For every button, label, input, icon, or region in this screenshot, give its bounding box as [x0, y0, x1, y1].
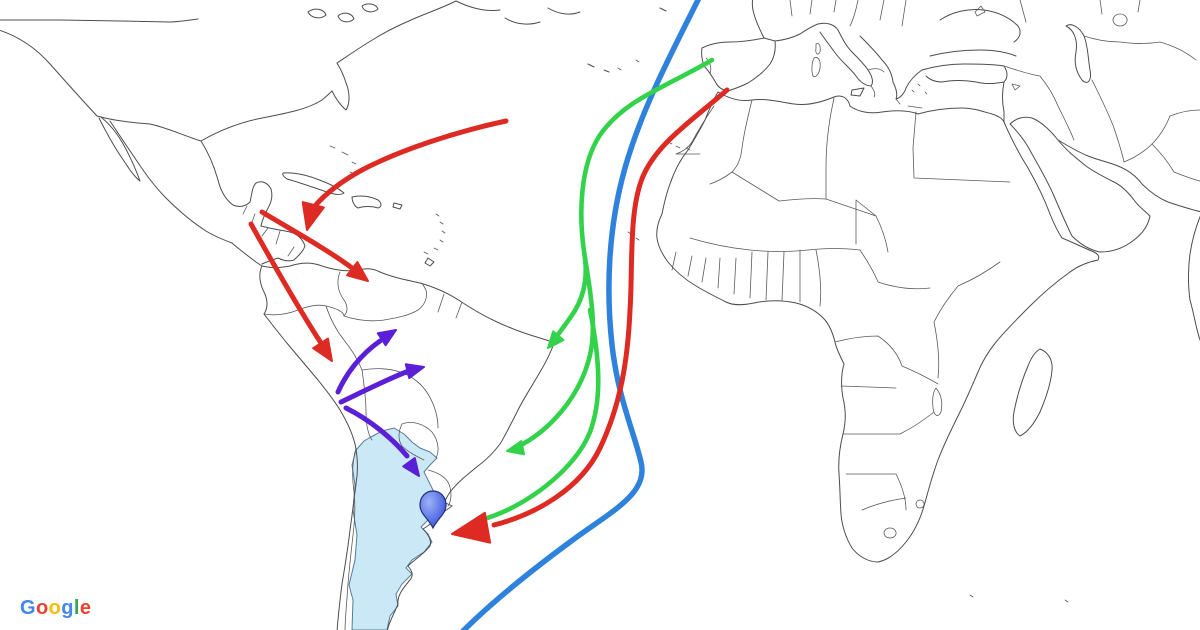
route-red-atlantic-to-caribbean-arrowhead — [301, 201, 325, 231]
route-green-to-southeast-brazil[interactable] — [514, 255, 596, 450]
route-purple-andes-to-north-amazon[interactable] — [335, 338, 383, 395]
route-green-to-southeast-brazil-arrowhead — [506, 440, 526, 456]
google-letter: G — [20, 597, 36, 619]
route-purple-andes-to-east-amazon-arrowhead — [404, 363, 425, 380]
route-red-caribbean-to-venezuela-arrowhead — [346, 261, 369, 282]
route-green-portugal-trunk[interactable] — [579, 57, 715, 261]
route-purple-andes-to-northern-argentina[interactable] — [343, 405, 410, 459]
route-purple-andes-to-east-amazon[interactable] — [338, 369, 409, 405]
google-letter: l — [73, 597, 80, 619]
route-green-to-northeast-brazil[interactable] — [549, 255, 588, 345]
argentina-highlight[interactable] — [348, 427, 438, 630]
route-green-to-rio-de-la-plata[interactable] — [481, 307, 601, 522]
google-watermark[interactable]: Google — [20, 598, 91, 618]
location-marker[interactable] — [419, 490, 447, 530]
route-red-atlantic-to-caribbean[interactable] — [311, 118, 509, 210]
google-letter: g — [61, 597, 74, 619]
route-red-spain-to-rio-de-la-plata-arrowhead — [451, 511, 492, 544]
google-letter: o — [35, 597, 49, 619]
route-red-central-america-to-peru-arrowhead — [312, 337, 333, 362]
route-green-to-northeast-brazil-arrowhead — [547, 330, 565, 349]
route-red-spain-to-rio-de-la-plata[interactable] — [491, 87, 730, 528]
marker-pin-icon — [419, 490, 447, 530]
google-letter: o — [48, 597, 62, 619]
route-blue-europe-to-south-atlantic[interactable] — [460, 0, 702, 630]
route-purple-andes-to-northern-argentina-arrowhead — [402, 457, 420, 477]
route-purple-andes-to-north-amazon-arrowhead — [376, 329, 397, 347]
google-letter: e — [79, 597, 92, 619]
route-red-caribbean-to-venezuela[interactable] — [259, 209, 355, 271]
routes-layer[interactable] — [248, 0, 730, 630]
route-red-central-america-to-peru[interactable] — [248, 221, 324, 346]
